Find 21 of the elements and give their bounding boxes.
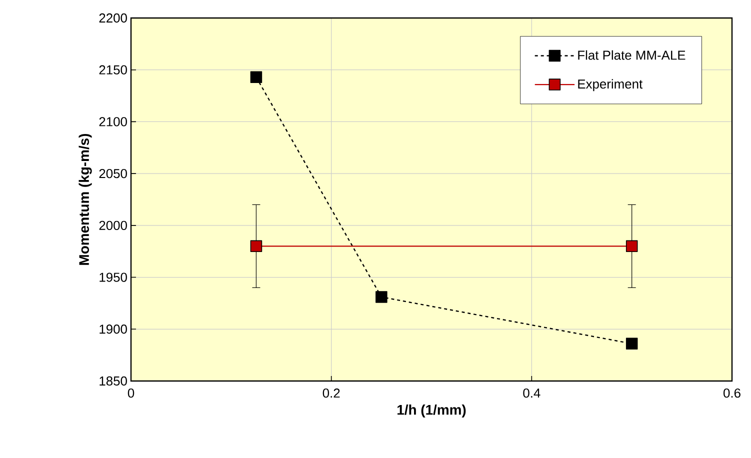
y-tick-label: 2100: [99, 117, 127, 126]
legend-label: Flat Plate MM-ALE: [578, 50, 686, 60]
point: [626, 338, 638, 350]
x-axis-title: 1/h (1/mm): [398, 404, 466, 418]
y-tick-label: 1900: [100, 324, 127, 334]
y-tick-label: 1850: [100, 376, 127, 386]
y-tick-label: 2050: [99, 168, 127, 178]
point: [376, 291, 388, 303]
y-axis-title: Momentum (kg-m/s): [78, 134, 92, 265]
x-tick-label: 0.6: [724, 388, 740, 398]
y-tick-label: 1950: [100, 272, 127, 282]
x-tick-label: 0.4: [523, 388, 540, 398]
point: [626, 240, 638, 252]
y-tick-label: 2150: [99, 65, 127, 74]
point: [250, 71, 262, 83]
y-tick-label: 2000: [99, 220, 127, 230]
x-tick-label: 0: [128, 388, 134, 398]
legend-label: Experiment: [578, 79, 643, 92]
y-tick-label: 2200: [99, 13, 127, 23]
point: [250, 240, 262, 252]
x-tick-label: 0.2: [322, 388, 340, 398]
